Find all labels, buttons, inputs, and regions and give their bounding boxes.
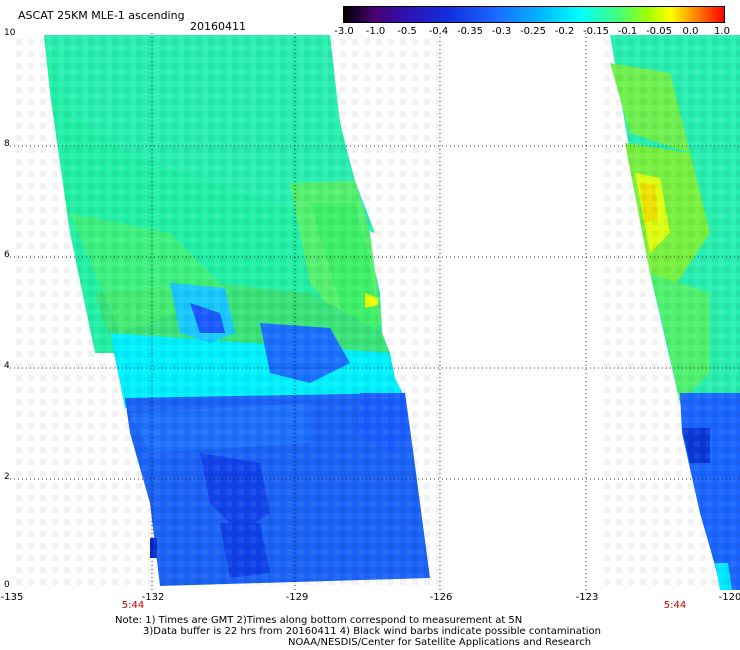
- colorbar-tick-label: 1.0: [714, 26, 730, 37]
- colorbar-tick-label: -0.4: [428, 26, 449, 37]
- x-tick-label: -126: [429, 592, 453, 603]
- swath-time-label: 5:44: [121, 600, 145, 611]
- y-tick-label: 2: [4, 472, 10, 482]
- x-tick-label: -123: [575, 592, 599, 603]
- x-tick-label: -135: [0, 592, 24, 603]
- note-line-1: Note: 1) Times are GMT 2)Times along bot…: [115, 615, 523, 626]
- grid: [10, 33, 740, 590]
- colorbar-tick-label: -0.5: [397, 26, 417, 37]
- x-tick-label: -132: [141, 592, 165, 603]
- left-swath: [10, 33, 440, 590]
- colorbar-tick-label: -0.2: [554, 26, 575, 37]
- colorbar-tick-label: -0.3: [491, 26, 512, 37]
- x-tick-label: -129: [285, 592, 309, 603]
- note-line-3: NOAA/NESDIS/Center for Satellite Applica…: [288, 637, 592, 648]
- swath-time-label: 5:44: [663, 600, 687, 611]
- colorbar-tick-label: -0.35: [457, 26, 483, 37]
- colorbar-tick-label: -3.0: [334, 26, 354, 37]
- colorbar: [343, 6, 725, 23]
- colorbar-tick-label: -0.25: [520, 26, 546, 37]
- chart-title: ASCAT 25KM MLE-1 ascending: [18, 9, 185, 22]
- colorbar-tick-label: -0.1: [617, 26, 638, 37]
- y-tick-label: 10: [4, 28, 16, 38]
- y-tick-label: 0: [4, 580, 10, 590]
- colorbar-tick-label: -0.05: [646, 26, 672, 37]
- y-tick-label: 6: [4, 250, 10, 260]
- y-tick-label: 4: [4, 361, 10, 371]
- note-line-2: 3)Data buffer is 22 hrs from 20160411 4)…: [143, 626, 601, 637]
- right-swath: [600, 33, 740, 590]
- y-tick-label: 8: [4, 139, 10, 149]
- map-plot: [10, 33, 740, 590]
- colorbar-tick-label: -1.0: [365, 26, 386, 37]
- colorbar-tick-label: 0.0: [682, 26, 699, 37]
- colorbar-tick-label: -0.15: [583, 26, 609, 37]
- chart-date: 20160411: [190, 20, 246, 33]
- x-tick-label: -120: [718, 592, 740, 603]
